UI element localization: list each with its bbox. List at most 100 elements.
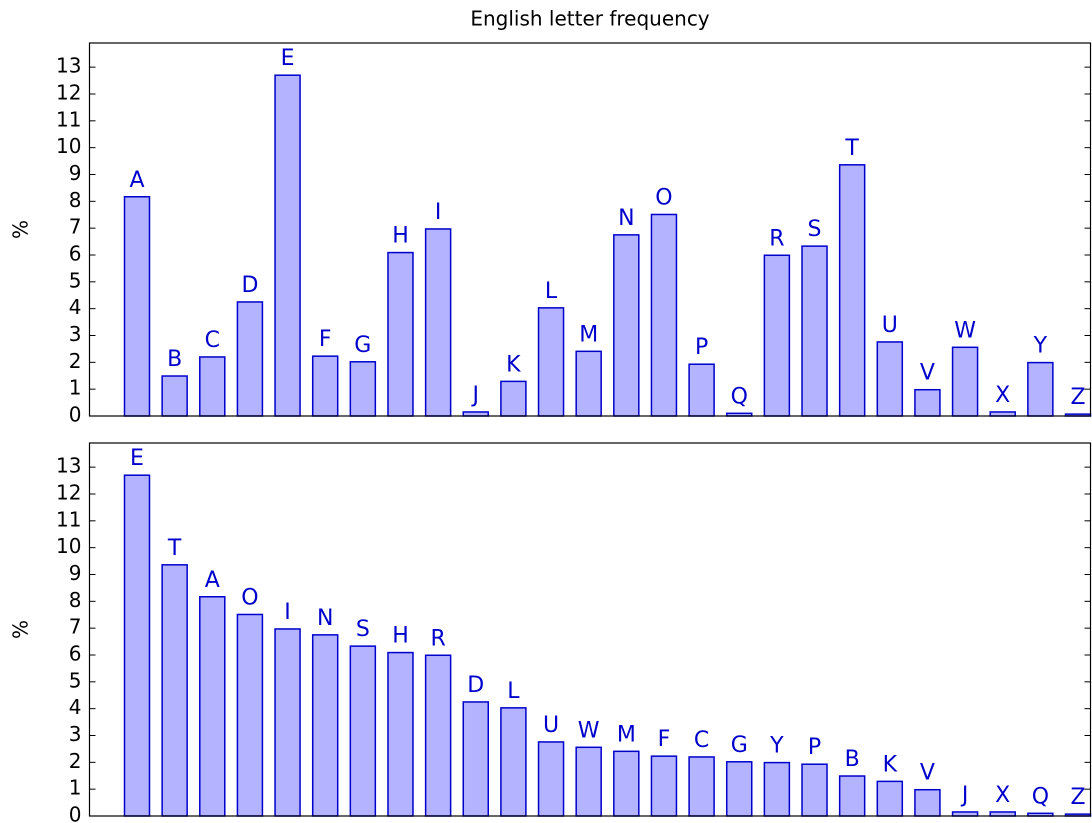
y-tick-label: 5 xyxy=(69,268,82,292)
y-tick-label: 12 xyxy=(56,480,81,504)
bar xyxy=(161,564,188,817)
y-tick-label: 2 xyxy=(69,749,82,773)
bar-label: L xyxy=(507,679,520,704)
y-tick-label: 11 xyxy=(56,507,81,531)
bar-label: G xyxy=(731,733,748,758)
bar-label: Z xyxy=(1070,785,1085,810)
bar-label: V xyxy=(920,761,935,786)
bar-label: P xyxy=(808,735,821,760)
bar xyxy=(575,350,602,417)
y-tick-label: 7 xyxy=(69,615,82,639)
bar-label: N xyxy=(618,206,634,231)
y-tick-label: 11 xyxy=(56,107,81,131)
bar xyxy=(424,654,452,817)
bar-label: K xyxy=(506,352,521,377)
bar-label: W xyxy=(578,718,600,743)
bar-label: Q xyxy=(1032,784,1049,809)
bar xyxy=(349,361,377,417)
bar xyxy=(387,251,414,417)
bar xyxy=(199,596,226,817)
bar xyxy=(236,301,264,417)
y-tick-label: 0 xyxy=(69,403,82,427)
bar xyxy=(199,356,226,417)
bar-label: H xyxy=(392,224,409,249)
bar xyxy=(387,651,414,817)
bar xyxy=(613,234,640,417)
bar xyxy=(311,634,339,817)
bar xyxy=(838,164,866,417)
bar-label: F xyxy=(319,327,332,352)
plot-frame xyxy=(88,42,1092,417)
y-tick-label: 13 xyxy=(56,454,81,478)
bar xyxy=(876,780,904,817)
y-tick-label: 4 xyxy=(69,695,82,719)
y-tick-label: 10 xyxy=(56,534,81,558)
bar xyxy=(688,756,715,817)
bar-label: L xyxy=(545,279,558,304)
bar xyxy=(650,755,678,817)
bar-label: G xyxy=(354,333,371,358)
bar xyxy=(725,761,753,817)
bar-label: N xyxy=(317,606,333,631)
bar xyxy=(763,761,791,817)
bar xyxy=(914,388,941,417)
bar xyxy=(161,375,188,417)
bar-label: X xyxy=(995,783,1010,808)
bar xyxy=(424,228,452,417)
bar-label: Y xyxy=(1033,334,1048,359)
bar xyxy=(575,746,602,817)
y-tick-label: 9 xyxy=(69,561,82,585)
bar-label: O xyxy=(655,185,672,210)
bar-label: V xyxy=(920,361,935,386)
y-tick-label: 1 xyxy=(69,376,82,400)
bar xyxy=(311,355,339,417)
y-tick-label: 6 xyxy=(69,641,82,665)
y-tick-label: 13 xyxy=(56,54,81,78)
bar xyxy=(123,474,151,817)
y-tick-label: 7 xyxy=(69,215,82,239)
bar-label: T xyxy=(844,136,859,161)
bar xyxy=(500,707,527,817)
bar xyxy=(236,613,264,817)
bar xyxy=(274,74,301,417)
bar-label: E xyxy=(281,46,295,71)
bar-label: Q xyxy=(731,384,748,409)
bar-label: C xyxy=(694,728,709,753)
bar xyxy=(914,788,941,817)
bar xyxy=(537,307,565,417)
bar xyxy=(500,380,527,417)
bar xyxy=(613,750,640,817)
y-tick-label: 4 xyxy=(69,295,82,319)
bar-label: U xyxy=(882,313,898,338)
bar-label: R xyxy=(769,226,784,251)
bar-label: D xyxy=(241,273,258,298)
bar-label: S xyxy=(356,617,370,642)
bar-label: J xyxy=(960,783,969,808)
bar-label: I xyxy=(435,200,442,225)
bar xyxy=(838,775,866,817)
bar xyxy=(462,411,490,417)
bar xyxy=(1027,361,1054,417)
bar xyxy=(537,741,565,817)
bar-label: F xyxy=(658,727,671,752)
bar-label: Z xyxy=(1070,385,1085,410)
bar xyxy=(801,245,828,417)
bar-label: C xyxy=(205,328,220,353)
bar xyxy=(876,341,904,417)
y-axis-label: % xyxy=(9,620,33,639)
bar xyxy=(688,363,715,417)
bar-label: T xyxy=(167,536,182,561)
bar xyxy=(349,645,377,817)
bar-label: K xyxy=(883,752,898,777)
chart-title: English letter frequency xyxy=(470,7,709,31)
y-tick-label: 3 xyxy=(69,322,82,346)
bar-label: S xyxy=(808,217,822,242)
y-tick-label: 10 xyxy=(56,134,81,158)
bar-label: X xyxy=(995,383,1010,408)
y-tick-label: 12 xyxy=(56,80,81,104)
y-tick-label: 3 xyxy=(69,722,82,746)
bar xyxy=(801,763,828,817)
y-tick-label: 1 xyxy=(69,776,82,800)
bar-label: D xyxy=(467,673,484,698)
